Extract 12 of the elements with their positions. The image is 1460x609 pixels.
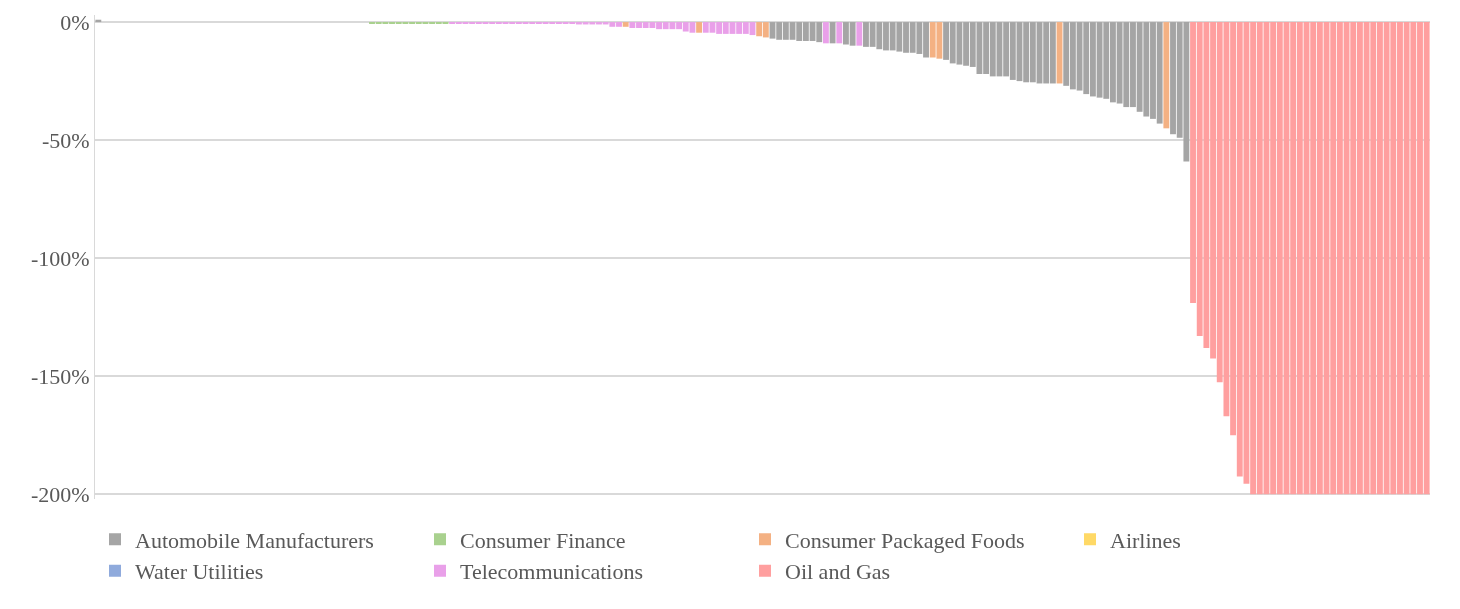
y-tick-label: -150% bbox=[30, 363, 90, 389]
legend-label: Consumer Packaged Foods bbox=[785, 527, 1025, 553]
legend-label: Automobile Manufacturers bbox=[135, 527, 374, 553]
legend-label: Airlines bbox=[1110, 527, 1181, 553]
legend-label: Consumer Finance bbox=[460, 527, 626, 553]
y-tick-label: 0% bbox=[60, 9, 90, 35]
legend-label: Telecommunications bbox=[460, 559, 643, 585]
legend-label: Water Utilities bbox=[135, 559, 264, 585]
y-tick-label: -200% bbox=[30, 481, 90, 507]
y-tick-label: -100% bbox=[30, 245, 90, 271]
y-tick-label: -50% bbox=[41, 127, 90, 153]
legend-label: Oil and Gas bbox=[785, 559, 891, 585]
